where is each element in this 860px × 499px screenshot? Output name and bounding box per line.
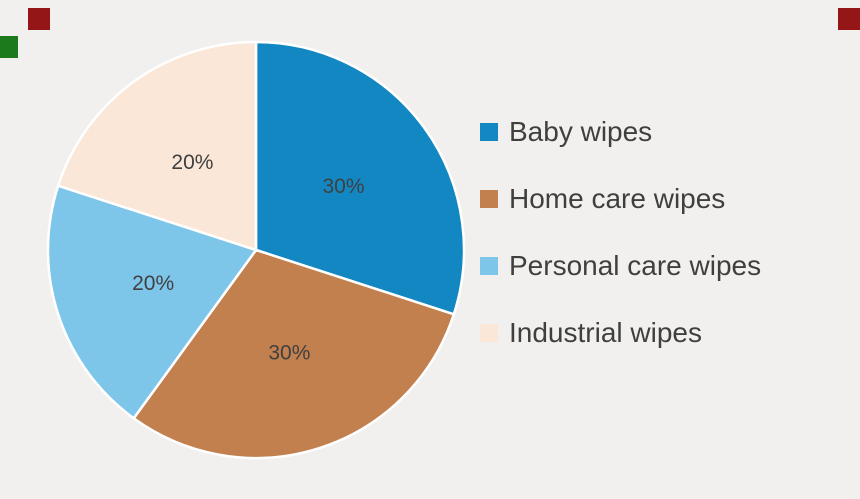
watermark-square-left [0,36,18,58]
legend-label: Personal care wipes [509,250,762,281]
legend-item-personal-care-wipes: Personal care wipes [480,246,761,286]
legend-label: Home care wipes [509,183,726,214]
legend-swatch [480,190,498,208]
watermark-square-top-left [28,8,50,30]
pie-slice-3 [56,40,258,252]
legend-label: Industrial wipes [509,317,702,348]
pie-data-label-3: 20% [171,151,213,174]
pie-chart-area: 30% 30% 20% 20% [41,35,471,465]
legend-item-home-care-wipes: Home care wipes [480,179,761,219]
pie-chart: 30% 30% 20% 20% [46,40,466,460]
pie-slice-1 [132,248,456,460]
pie-data-label-0: 30% [322,175,364,198]
pie-data-label-1: 30% [268,341,310,364]
watermark-square-top-right [838,8,860,30]
pie-data-label-2: 20% [132,272,174,295]
legend-swatch [480,324,498,342]
legend-item-industrial-wipes: Industrial wipes [480,313,761,353]
legend-label: Baby wipes [509,116,653,147]
pie-slice-2 [46,184,258,420]
pie-slice-0 [254,40,466,316]
chart-legend: Baby wipes Home care wipes Personal care… [480,112,761,353]
legend-swatch [480,123,498,141]
legend-swatch [480,257,498,275]
legend-item-baby-wipes: Baby wipes [480,112,761,152]
